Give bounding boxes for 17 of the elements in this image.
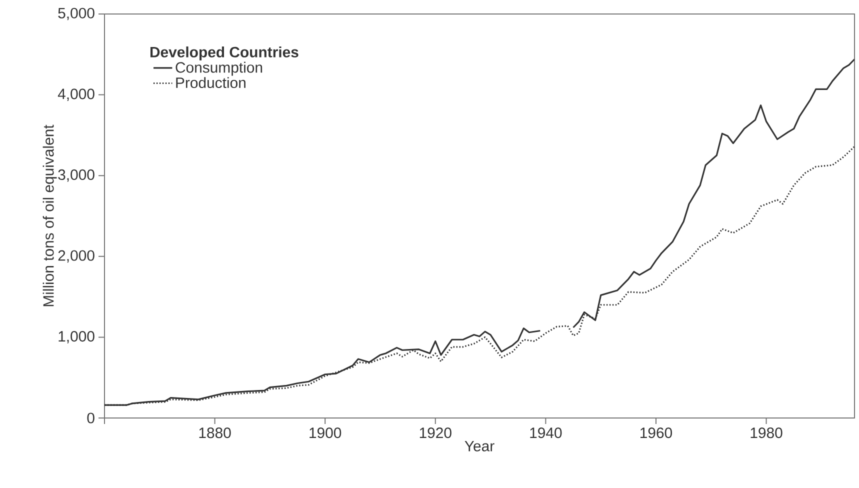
y-tick-label: 3,000: [58, 169, 94, 182]
legend-label: Consumption: [176, 62, 262, 76]
y-tick-label: 2,000: [58, 250, 94, 263]
y-tick-label: 5,000: [58, 8, 94, 20]
y-tick-label: 0: [87, 412, 94, 424]
y-tick-label: 1,000: [58, 331, 94, 344]
y-axis-title: Million tons of oil equivalent: [42, 124, 57, 306]
y-tick-label: 4,000: [58, 88, 94, 101]
x-tick-label: 1900: [310, 428, 342, 438]
x-tick-label: 1880: [199, 428, 231, 438]
x-axis-title: Year: [464, 440, 494, 452]
x-tick-label: 1920: [420, 428, 452, 438]
legend-title: Developed Countries: [150, 46, 298, 60]
x-tick-label: 1980: [750, 428, 782, 438]
x-tick-label: 1960: [640, 428, 672, 438]
legend-label: Production: [176, 77, 246, 88]
x-tick-label: 1940: [530, 428, 562, 438]
